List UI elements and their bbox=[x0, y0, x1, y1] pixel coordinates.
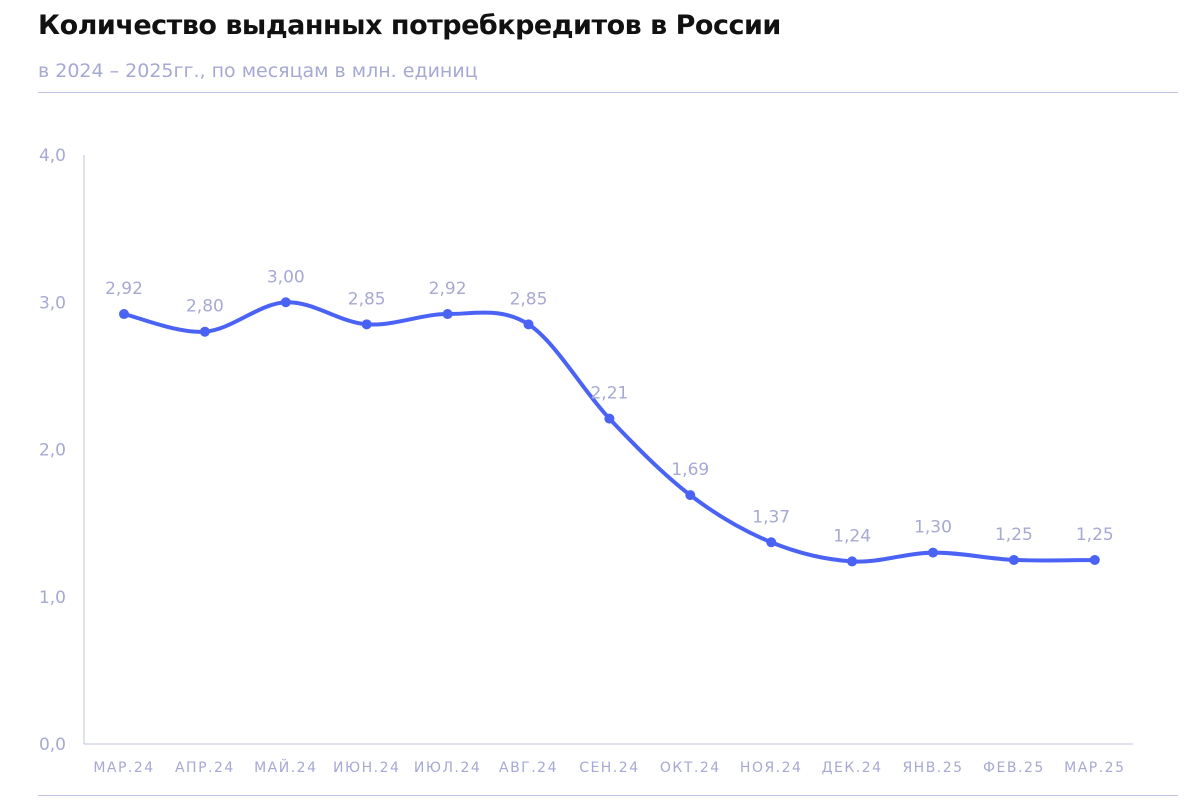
data-point bbox=[928, 547, 938, 558]
data-label: 2,21 bbox=[590, 384, 628, 404]
x-tick-label: МАР.25 bbox=[1064, 760, 1125, 776]
x-tick-label: АПР.24 bbox=[175, 760, 235, 776]
chart-title: Количество выданных потребкредитов в Рос… bbox=[38, 10, 781, 41]
data-label: 1,24 bbox=[833, 526, 871, 546]
x-tick-label: ОКТ.24 bbox=[660, 760, 721, 776]
x-tick-label: МАР.24 bbox=[93, 760, 154, 776]
y-tick-label: 4,0 bbox=[39, 146, 66, 166]
data-point bbox=[1089, 554, 1100, 565]
points-layer bbox=[119, 297, 1100, 567]
x-tick-label: ФЕВ.25 bbox=[983, 760, 1045, 776]
y-tick-label: 0,0 bbox=[39, 735, 66, 755]
data-point bbox=[119, 309, 129, 320]
data-labels-layer: 2,92 2,80 3,00 2,85 2,92 2,85 2,21 1,69 1,37 1,24… bbox=[105, 267, 1114, 546]
x-tick-label: НОЯ.24 bbox=[740, 760, 803, 776]
y-axis-ticks: 0,0 1,0 2,0 3,0 4,0 bbox=[39, 146, 66, 755]
data-label: 3,00 bbox=[267, 267, 305, 287]
data-point bbox=[280, 297, 291, 308]
chart-subtitle: в 2024 – 2025гг., по месяцам в млн. един… bbox=[38, 60, 478, 82]
data-label: 2,92 bbox=[429, 279, 467, 299]
data-point bbox=[1008, 554, 1019, 565]
x-tick-label: АВГ.24 bbox=[499, 760, 558, 776]
data-point bbox=[766, 537, 777, 548]
data-label: 1,25 bbox=[995, 525, 1033, 545]
data-point bbox=[442, 309, 453, 320]
x-tick-label: СЕН.24 bbox=[579, 760, 639, 776]
x-tick-label: ИЮН.24 bbox=[333, 760, 400, 776]
data-point bbox=[361, 319, 372, 330]
data-point bbox=[685, 490, 696, 501]
data-label: 2,85 bbox=[348, 289, 386, 309]
header-divider bbox=[38, 92, 1178, 93]
data-label: 1,30 bbox=[914, 518, 952, 538]
footer-divider bbox=[38, 795, 1178, 796]
x-tick-label: ИЮЛ.24 bbox=[414, 760, 481, 776]
data-point bbox=[847, 556, 858, 567]
data-point bbox=[523, 319, 534, 330]
data-label: 2,92 bbox=[105, 279, 143, 299]
data-label: 2,85 bbox=[510, 289, 548, 309]
data-label: 1,25 bbox=[1076, 525, 1114, 545]
data-point bbox=[604, 413, 615, 424]
data-label: 1,37 bbox=[752, 507, 790, 527]
x-tick-label: МАЙ.24 bbox=[254, 758, 317, 776]
axes bbox=[83, 155, 1133, 745]
data-label: 1,69 bbox=[671, 460, 709, 480]
y-tick-label: 2,0 bbox=[39, 441, 66, 461]
data-label: 2,80 bbox=[186, 297, 224, 317]
y-tick-label: 3,0 bbox=[39, 293, 66, 313]
x-axis-ticks: МАР.24 АПР.24 МАЙ.24 ИЮН.24 ИЮЛ.24 АВГ.24 СЕН.… bbox=[93, 758, 1125, 776]
x-tick-label: ЯНВ.25 bbox=[902, 760, 963, 776]
y-tick-label: 1,0 bbox=[39, 588, 66, 608]
data-point bbox=[199, 326, 210, 337]
x-tick-label: ДЕК.24 bbox=[822, 760, 883, 776]
